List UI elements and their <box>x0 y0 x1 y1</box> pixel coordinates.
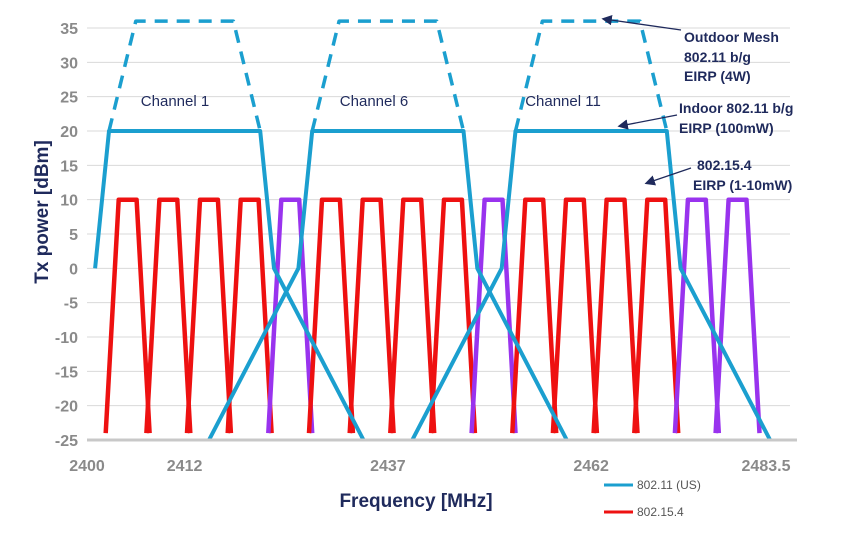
zigbee-channel-16 <box>306 197 356 434</box>
zigbee-channel-13 <box>184 197 234 434</box>
legend-label-wifi: 802.11 (US) <box>637 478 701 492</box>
y-tick-label--25: -25 <box>55 433 78 450</box>
wifi-mask-channel-11 <box>410 129 772 441</box>
svg-text:EIRP (4W): EIRP (4W) <box>684 68 751 84</box>
annotation-outdoor-mesh: Outdoor Mesh 802.11 b/g EIRP (4W) <box>601 14 779 84</box>
channel-label-1: Channel 1 <box>141 93 209 110</box>
mesh-mask-channel-11 <box>513 19 669 132</box>
svg-text:EIRP (100mW): EIRP (100mW) <box>679 120 774 136</box>
zigbee-channel-11 <box>103 197 152 434</box>
zigbee-series <box>103 197 762 434</box>
svg-text:802.11 b/g: 802.11 b/g <box>684 49 751 65</box>
zigbee-channel-26 <box>713 197 762 434</box>
x-tick-label-2437: 2437 <box>370 458 406 475</box>
zigbee-channel-25 <box>672 197 722 434</box>
y-tick-label-25: 25 <box>60 90 78 107</box>
y-axis-title: Tx power [dBm] <box>32 140 53 284</box>
channel-label-6: Channel 6 <box>340 93 408 110</box>
y-tick-label--15: -15 <box>55 364 78 381</box>
wifi-series <box>93 19 772 441</box>
svg-text:EIRP (1-10mW): EIRP (1-10mW) <box>693 177 792 193</box>
channel-label-11: Channel 11 <box>525 93 601 110</box>
y-tick-label-30: 30 <box>60 55 78 72</box>
zigbee-channel-21 <box>510 197 559 434</box>
svg-text:Indoor 802.11 b/g: Indoor 802.11 b/g <box>679 100 793 116</box>
zigbee-channel-12 <box>144 197 193 434</box>
x-tick-label-2412: 2412 <box>167 458 203 475</box>
zigbee-channel-18 <box>388 197 437 434</box>
zigbee-channel-17 <box>347 197 396 434</box>
axes: 35 30 25 20 15 10 5 0 -5 -10 -15 -20 -25 2400 2412 2437… <box>55 21 797 475</box>
y-tick-label--10: -10 <box>55 330 78 347</box>
x-tick-label-2462: 2462 <box>573 458 609 475</box>
legend-label-zigbee: 802.15.4 <box>637 505 684 519</box>
y-tick-label-35: 35 <box>60 21 78 38</box>
wifi-mask-channel-6 <box>207 129 569 441</box>
x-tick-label-2483.5: 2483.5 <box>742 458 791 475</box>
zigbee-channel-19 <box>428 197 478 434</box>
x-axis-title: Frequency [MHz] <box>339 491 492 512</box>
mesh-mask-channel-6 <box>310 19 466 132</box>
annotation-indoor: Indoor 802.11 b/g EIRP (100mW) <box>617 100 793 136</box>
x-tick-label-2400: 2400 <box>69 458 105 475</box>
y-tick-label-10: 10 <box>60 193 78 210</box>
svg-text:802.15.4: 802.15.4 <box>697 157 752 173</box>
zigbee-channel-24 <box>632 197 681 434</box>
mesh-mask-channel-1 <box>107 19 262 132</box>
annotation-802154: 802.15.4 EIRP (1-10mW) <box>644 157 792 193</box>
y-tick-label--20: -20 <box>55 399 78 416</box>
zigbee-channel-14 <box>225 197 274 434</box>
legend: 802.11 (US) 802.15.4 <box>604 478 701 519</box>
y-tick-label-5: 5 <box>69 227 78 244</box>
y-tick-label--5: -5 <box>64 296 78 313</box>
svg-text:Outdoor Mesh: Outdoor Mesh <box>684 29 779 45</box>
y-tick-label-0: 0 <box>69 261 78 278</box>
y-tick-label-15: 15 <box>60 158 78 175</box>
y-tick-label-20: 20 <box>60 124 78 141</box>
zigbee-channel-22 <box>550 197 600 434</box>
zigbee-channel-23 <box>591 197 640 434</box>
